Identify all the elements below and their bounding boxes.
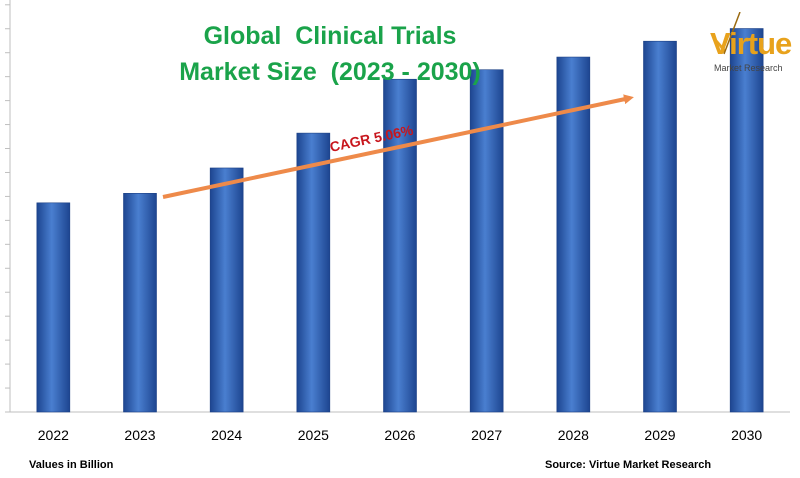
- bar-2024: [209, 167, 244, 413]
- x-tick-label-2026: 2026: [384, 427, 415, 443]
- left-tick-marks: [5, 4, 10, 413]
- bar-2023: [123, 193, 157, 413]
- x-tick-label-2023: 2023: [124, 427, 155, 443]
- x-tick-label-2030: 2030: [731, 427, 762, 443]
- bar-2029: [643, 40, 677, 413]
- bar-2030: [729, 28, 764, 413]
- logo-subtitle: Market Research: [714, 63, 783, 73]
- x-tick-label-2025: 2025: [298, 427, 329, 443]
- x-tick-label-2028: 2028: [558, 427, 589, 443]
- bar-2028: [556, 56, 591, 413]
- x-tick-label-2024: 2024: [211, 427, 242, 443]
- units-note: Values in Billion: [29, 459, 114, 471]
- source-note: Source: Virtue Market Research: [545, 459, 712, 471]
- logo-wordmark: Virtue: [710, 26, 792, 61]
- x-axis-tick-labels: 2022 2023 2024 2025 2026 2027 2028 2029 2030: [38, 427, 763, 443]
- chart-title-line-1: Global Clinical Trials: [203, 22, 457, 50]
- bar-2026: [383, 78, 417, 413]
- x-tick-label-2022: 2022: [38, 427, 69, 443]
- cagr-arrow: [162, 94, 634, 199]
- x-tick-label-2029: 2029: [644, 427, 675, 443]
- x-tick-label-2027: 2027: [471, 427, 502, 443]
- logo-check-mark-icon: [712, 12, 741, 55]
- virtue-logo: Virtue Market Research: [706, 12, 792, 92]
- chart-title-line-2: Market Size (2023 - 2030): [179, 58, 481, 86]
- bar-2027: [469, 69, 504, 413]
- bar-2025: [296, 132, 331, 413]
- bar-2022: [36, 202, 71, 413]
- bar-series: [36, 28, 764, 413]
